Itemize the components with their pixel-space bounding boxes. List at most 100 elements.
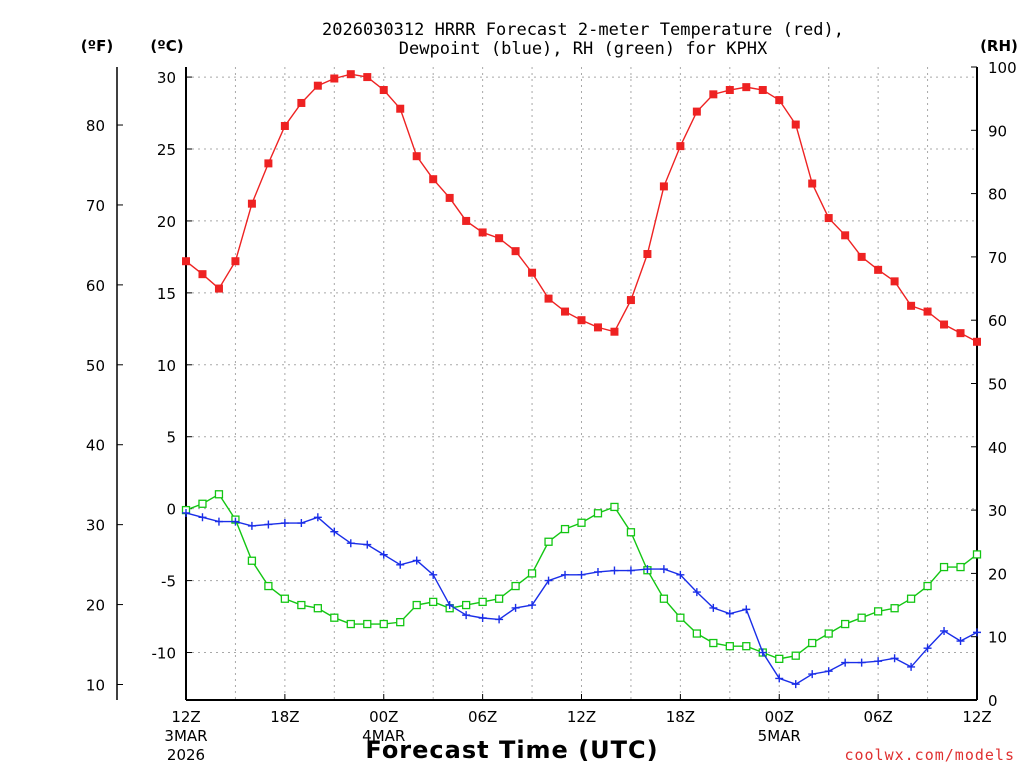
temperature-point bbox=[626, 296, 635, 305]
rh-point bbox=[857, 613, 866, 622]
rh-point bbox=[890, 604, 899, 613]
rh-point bbox=[198, 499, 207, 508]
rh-point bbox=[280, 594, 290, 603]
dewpoint-point bbox=[593, 567, 602, 576]
dewpoint-point bbox=[528, 601, 537, 610]
x-tick-label: 12Z bbox=[567, 708, 596, 726]
temperature-point bbox=[923, 307, 932, 316]
temperature-point bbox=[692, 107, 701, 116]
temperature-point bbox=[478, 228, 487, 237]
dewpoint-point bbox=[923, 644, 932, 653]
temperature-point bbox=[412, 152, 421, 161]
temperature-point bbox=[791, 120, 800, 129]
temperature-point bbox=[709, 90, 718, 99]
temperature-point bbox=[940, 320, 949, 329]
temperature-point bbox=[313, 81, 322, 90]
x-date-label: 5MAR bbox=[758, 727, 801, 745]
dewpoint-point bbox=[511, 603, 520, 612]
rh-point bbox=[297, 600, 306, 610]
rh-unit-label: (RH) bbox=[980, 37, 1018, 55]
rh-point bbox=[709, 638, 718, 648]
x-tick-label: 00Z bbox=[369, 708, 398, 726]
rh-point bbox=[577, 518, 586, 527]
dewpoint-point bbox=[907, 662, 916, 671]
temperature-point bbox=[297, 98, 306, 107]
dewpoint-point bbox=[280, 519, 289, 528]
dewpoint-point bbox=[758, 648, 767, 657]
dewpoint-point bbox=[791, 680, 800, 689]
rh-tick-label: 90 bbox=[988, 122, 1007, 140]
chart-subtitle: Dewpoint (blue), RH (green) for KPHX bbox=[399, 39, 768, 59]
temperature-point bbox=[231, 257, 240, 266]
tick-labels: -10 -5 0 5 10 15 20 25 30 10 20 30 40 50 60 70 80 0 10 20 30… bbox=[86, 59, 1017, 764]
temperature-point bbox=[824, 214, 833, 223]
dewpoint-point bbox=[626, 566, 635, 575]
dewpoint-point bbox=[577, 570, 586, 579]
dewpoint-point bbox=[412, 556, 421, 565]
x-year-label: 2026 bbox=[167, 746, 205, 764]
dewpoint-point bbox=[841, 658, 850, 667]
dewpoint-point bbox=[709, 603, 718, 612]
rh-point bbox=[560, 524, 570, 534]
rh-point bbox=[396, 617, 405, 627]
rh-point bbox=[313, 604, 322, 613]
temperature-point bbox=[758, 86, 767, 95]
rh-point bbox=[626, 528, 636, 537]
rh-point bbox=[659, 594, 669, 603]
dewpoint-point bbox=[363, 540, 372, 549]
dewpoint-point bbox=[495, 615, 504, 624]
temperature-point bbox=[528, 268, 537, 277]
dewpoint-point bbox=[940, 626, 949, 635]
dewpoint-line bbox=[185, 512, 978, 685]
fahrenheit-tick-label: 80 bbox=[86, 117, 105, 135]
dewpoint-point bbox=[874, 657, 883, 666]
x-axis-label: Forecast Time (UTC) bbox=[365, 736, 658, 764]
temperature-point bbox=[429, 175, 438, 184]
dewpoint-point bbox=[396, 560, 405, 569]
dewpoint-point bbox=[857, 658, 866, 667]
temperature-point bbox=[742, 83, 751, 92]
celsius-tick-label: 30 bbox=[157, 69, 176, 87]
temperature-point bbox=[890, 277, 899, 286]
rh-tick-label: 70 bbox=[988, 249, 1007, 267]
celsius-tick-label: 15 bbox=[157, 285, 176, 303]
rh-point bbox=[873, 607, 883, 616]
rh-point bbox=[923, 581, 932, 591]
temperature-point bbox=[363, 73, 372, 82]
temperature-point bbox=[725, 86, 734, 95]
fahrenheit-unit-label: (ºF) bbox=[81, 37, 113, 55]
dewpoint-point bbox=[297, 519, 306, 528]
temperature-point bbox=[330, 74, 339, 83]
x-tick-label: 12Z bbox=[171, 708, 200, 726]
temperature-point bbox=[346, 70, 355, 79]
celsius-tick-label: 10 bbox=[157, 357, 176, 375]
rh-point bbox=[676, 613, 685, 622]
rh-point bbox=[906, 594, 916, 603]
celsius-tick-label: 20 bbox=[157, 213, 176, 231]
dewpoint-point bbox=[610, 566, 619, 575]
temperature-point bbox=[577, 316, 586, 325]
rh-point bbox=[214, 490, 224, 499]
dewpoint-point bbox=[956, 637, 965, 646]
temperature-point bbox=[643, 250, 652, 259]
rh-point bbox=[330, 613, 339, 622]
rh-point bbox=[610, 502, 619, 512]
x-tick-label: 18Z bbox=[270, 708, 299, 726]
rh-point bbox=[824, 629, 833, 638]
rh-point bbox=[939, 562, 949, 572]
dewpoint-point bbox=[182, 508, 190, 517]
dewpoint-point bbox=[973, 628, 981, 637]
rh-point bbox=[775, 654, 784, 664]
fahrenheit-tick-label: 40 bbox=[86, 437, 105, 455]
temperature-point bbox=[874, 265, 883, 274]
rh-tick-label: 20 bbox=[988, 565, 1007, 583]
dewpoint-point bbox=[379, 550, 388, 559]
fahrenheit-tick-label: 30 bbox=[86, 517, 105, 535]
rh-point bbox=[346, 619, 355, 629]
temperature-point bbox=[544, 294, 553, 303]
dewpoint-point bbox=[231, 517, 240, 526]
celsius-tick-label: -10 bbox=[152, 645, 177, 663]
rh-tick-label: 80 bbox=[988, 186, 1007, 204]
dewpoint-point bbox=[890, 654, 899, 663]
